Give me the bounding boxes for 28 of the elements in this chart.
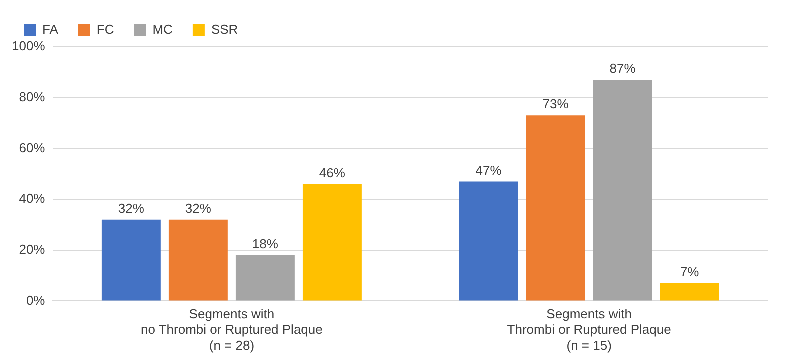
- bar: [459, 182, 518, 301]
- data-label: 18%: [252, 236, 279, 252]
- y-tick-label: 100%: [12, 38, 46, 54]
- x-tick-label: Segments with no Thrombi or Ruptured Plaque (n = 28): [141, 306, 323, 353]
- data-label: 87%: [610, 61, 636, 76]
- legend-label: FC: [96, 22, 114, 38]
- bar: [168, 220, 228, 301]
- x-tick-label: Segments with Thrombi or Ruptured Plaque (n = 15): [507, 306, 672, 353]
- bar: [660, 283, 720, 301]
- y-tick-label: 0%: [26, 292, 46, 308]
- data-label: 32%: [118, 200, 145, 216]
- y-tick-label: 20%: [19, 242, 46, 257]
- y-tick-label: 40%: [19, 191, 46, 206]
- data-label: 47%: [476, 162, 502, 178]
- bar: [526, 116, 586, 301]
- legend-label: SSR: [211, 22, 238, 38]
- data-label: 73%: [542, 96, 570, 112]
- bar: [236, 255, 295, 301]
- legend-label: MC: [152, 22, 173, 38]
- data-label: 32%: [185, 200, 212, 216]
- bar: [593, 80, 652, 301]
- legend-label: FA: [42, 22, 59, 38]
- data-label: 46%: [319, 165, 346, 180]
- y-tick-label: 80%: [19, 89, 46, 104]
- bar: [102, 220, 161, 301]
- bar: [302, 184, 362, 301]
- y-tick-label: 60%: [19, 140, 46, 156]
- data-label: 7%: [680, 264, 700, 280]
